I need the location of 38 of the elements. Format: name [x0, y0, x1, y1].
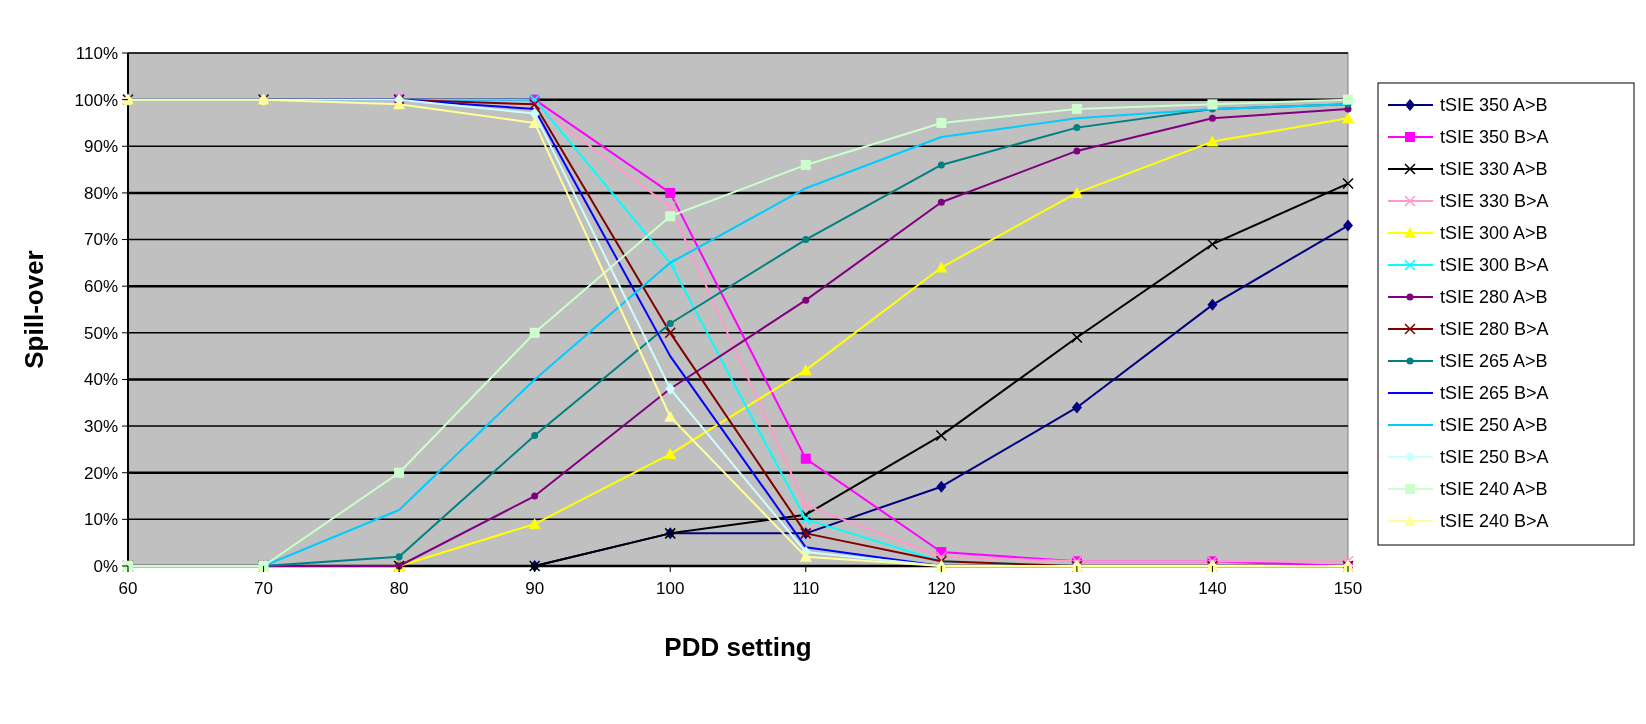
legend-label: tSIE 250 B>A [1440, 447, 1549, 468]
x-tick-label: 80 [389, 579, 409, 598]
y-tick-label: 0% [93, 556, 118, 576]
x-tick-label: 120 [927, 579, 956, 598]
x-tick-label: 60 [118, 579, 138, 598]
x-tick-label: 150 [1333, 579, 1363, 598]
y-tick-label: 110% [75, 43, 118, 63]
legend-label: tSIE 265 A>B [1440, 351, 1548, 372]
y-tick-label: 30% [83, 417, 118, 437]
x-tick-label: 90 [525, 579, 545, 598]
legend-label: tSIE 280 B>A [1440, 319, 1549, 340]
y-tick-label: 40% [83, 370, 118, 390]
legend-label: tSIE 240 B>A [1440, 511, 1549, 532]
legend-label: tSIE 250 A>B [1440, 415, 1548, 436]
x-tick-label: 130 [1062, 579, 1092, 598]
legend-label: tSIE 265 B>A [1440, 383, 1549, 404]
legend-label: tSIE 350 A>B [1440, 95, 1548, 116]
y-axis-title: Spill-over [19, 250, 49, 369]
x-tick-label: 70 [254, 579, 274, 598]
x-tick-label: 100 [656, 579, 685, 598]
y-tick-label: 20% [83, 463, 118, 483]
legend-label: tSIE 300 A>B [1440, 223, 1548, 244]
x-tick-label: 140 [1198, 579, 1227, 598]
legend-label: tSIE 350 B>A [1440, 127, 1549, 148]
y-tick-label: 100% [74, 90, 118, 110]
legend-label: tSIE 240 A>B [1440, 479, 1548, 500]
legend-label: tSIE 280 A>B [1440, 287, 1548, 308]
y-tick-label: 60% [83, 277, 118, 297]
legend-label: tSIE 300 B>A [1440, 255, 1549, 276]
y-tick-label: 10% [83, 510, 118, 530]
x-tick-label: 110 [792, 579, 820, 598]
y-tick-label: 80% [83, 183, 118, 203]
y-tick-label: 90% [83, 137, 118, 157]
x-axis-title: PDD setting [664, 632, 812, 662]
y-tick-label: 70% [83, 230, 118, 250]
legend-label: tSIE 330 B>A [1440, 191, 1549, 212]
legend-label: tSIE 330 A>B [1440, 159, 1548, 180]
y-tick-label: 50% [83, 323, 118, 343]
